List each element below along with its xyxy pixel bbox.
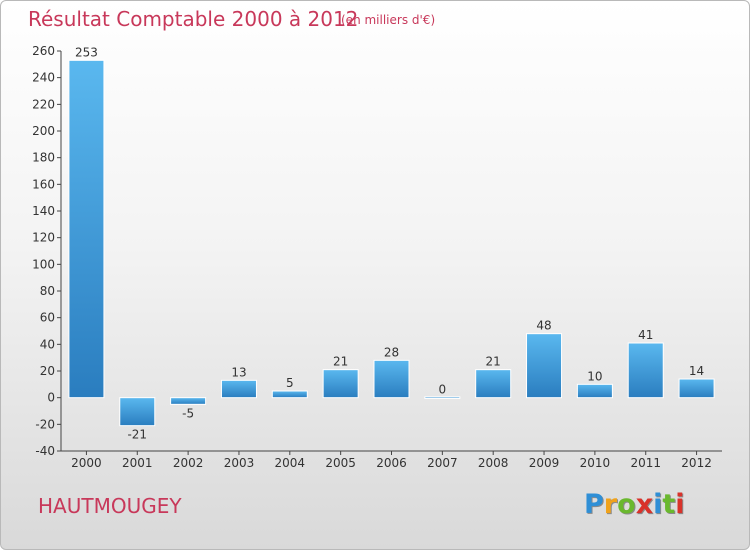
data-label: -21 [127,428,147,442]
x-tick-label: 2006 [376,456,407,470]
x-tick-label: 2002 [173,456,204,470]
data-label: -5 [182,406,194,420]
y-tick-label: 220 [32,97,55,111]
x-tick-label: 2003 [224,456,255,470]
bar [271,390,308,399]
bar [424,396,461,399]
y-tick-label: -20 [35,417,55,431]
data-label: 253 [75,45,98,59]
y-tick-label: 200 [32,124,55,138]
bar [220,379,257,399]
bar [627,342,664,399]
logo-letter: o [617,489,636,520]
logo-letter: x [635,489,654,520]
bar [678,378,715,399]
y-tick-label: 120 [32,231,55,245]
x-tick-label: 2012 [681,456,712,470]
data-label: 10 [587,369,602,383]
bar [576,383,613,399]
x-tick-label: 2009 [529,456,560,470]
y-tick-label: 60 [40,311,55,325]
y-tick-label: 80 [40,284,55,298]
bar [322,369,359,399]
bar [170,397,207,405]
x-tick-label: 2000 [71,456,102,470]
bar [119,397,156,427]
data-label: 14 [689,364,704,378]
y-tick-label: 40 [40,337,55,351]
proxiti-logo: Proxiti [584,489,685,520]
data-label: 48 [536,319,551,333]
y-tick-label: 180 [32,151,55,165]
commune-name: HAUTMOUGEY [38,494,182,518]
data-label: 28 [384,345,399,359]
y-tick-label: 20 [40,364,55,378]
y-tick-label: 260 [32,44,55,58]
logo-letter: r [603,489,618,520]
bar [475,369,512,399]
data-label: 21 [333,355,348,369]
y-tick-label: 0 [47,391,55,405]
data-label: 13 [231,365,246,379]
x-tick-label: 2001 [122,456,153,470]
x-tick-label: 2005 [325,456,356,470]
y-tick-label: 100 [32,257,55,271]
y-tick-label: 240 [32,71,55,85]
logo-letter: t [662,489,676,520]
data-label: 5 [286,376,294,390]
logo-letter: i [653,489,663,520]
bar [68,59,105,399]
logo-letter: P [584,489,604,520]
y-tick-label: 140 [32,204,55,218]
x-tick-label: 2008 [478,456,509,470]
x-tick-label: 2004 [275,456,306,470]
data-label: 0 [439,383,447,397]
data-label: 41 [638,328,653,342]
x-tick-label: 2011 [630,456,661,470]
y-tick-label: 160 [32,177,55,191]
bar [373,359,410,399]
data-label: 21 [486,355,501,369]
chart-subtitle: (en milliers d'€) [341,13,436,27]
y-tick-label: -40 [35,444,55,458]
bar [526,333,563,399]
chart-title: Résultat Comptable 2000 à 2012 [28,7,359,31]
x-tick-label: 2010 [580,456,611,470]
x-tick-label: 2007 [427,456,458,470]
logo-letter: i [675,489,685,520]
